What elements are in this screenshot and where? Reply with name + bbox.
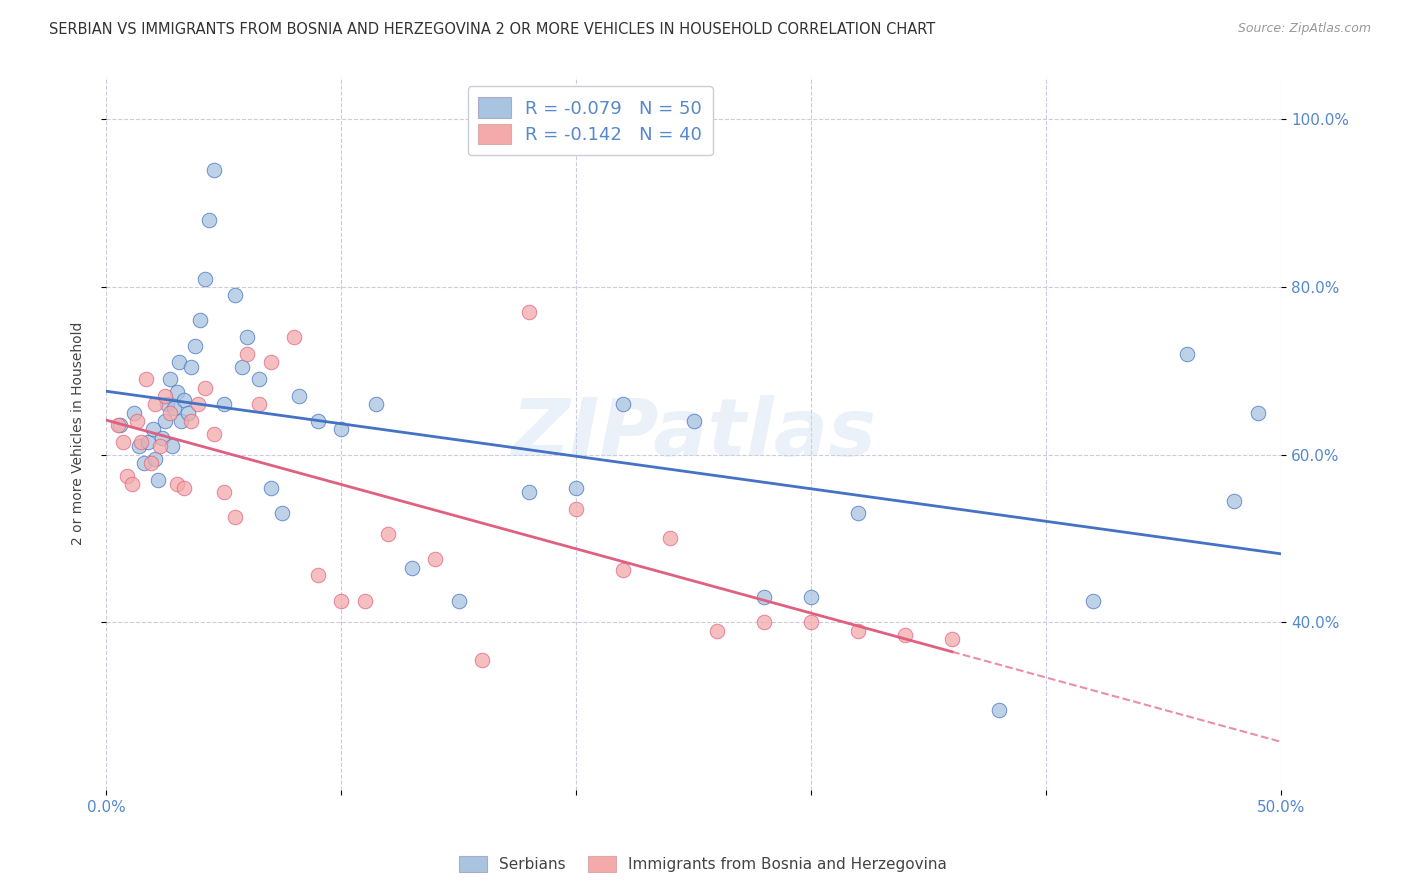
Point: [184, 338, 207, 352]
Point: [247, 372, 270, 386]
Point: [659, 532, 682, 546]
Point: [517, 305, 540, 319]
Point: [152, 431, 174, 445]
Point: [517, 485, 540, 500]
Point: [1175, 347, 1198, 361]
Text: SERBIAN VS IMMIGRANTS FROM BOSNIA AND HERZEGOVINA 2 OR MORE VEHICLES IN HOUSEHOL: SERBIAN VS IMMIGRANTS FROM BOSNIA AND HE…: [49, 22, 935, 37]
Point: [271, 506, 294, 520]
Point: [231, 359, 253, 374]
Point: [307, 568, 329, 582]
Point: [401, 560, 423, 574]
Point: [202, 426, 225, 441]
Point: [471, 653, 494, 667]
Point: [259, 355, 281, 369]
Point: [377, 527, 399, 541]
Point: [330, 594, 353, 608]
Point: [752, 590, 775, 604]
Point: [107, 418, 129, 433]
Point: [187, 397, 209, 411]
Point: [247, 397, 270, 411]
Point: [159, 406, 181, 420]
Point: [163, 401, 186, 416]
Point: [180, 414, 202, 428]
Point: [988, 703, 1011, 717]
Point: [307, 414, 329, 428]
Point: [706, 624, 728, 638]
Point: [941, 632, 963, 646]
Point: [1081, 594, 1104, 608]
Point: [1246, 406, 1268, 420]
Point: [447, 594, 470, 608]
Point: [145, 397, 167, 411]
Point: [846, 624, 869, 638]
Point: [236, 347, 259, 361]
Point: [194, 271, 217, 285]
Point: [159, 372, 181, 386]
Point: [173, 393, 195, 408]
Point: [894, 628, 917, 642]
Point: [846, 506, 869, 520]
Point: [198, 213, 221, 227]
Point: [146, 473, 169, 487]
Point: [121, 477, 143, 491]
Point: [330, 422, 353, 436]
Point: [612, 397, 634, 411]
Legend: R = -0.079   N = 50, R = -0.142   N = 40: R = -0.079 N = 50, R = -0.142 N = 40: [468, 87, 713, 155]
Text: ZIPatlas: ZIPatlas: [512, 394, 876, 473]
Point: [131, 435, 153, 450]
Point: [108, 418, 131, 433]
Point: [180, 359, 202, 374]
Point: [173, 481, 195, 495]
Point: [288, 389, 311, 403]
Y-axis label: 2 or more Vehicles in Household: 2 or more Vehicles in Household: [72, 322, 86, 545]
Point: [188, 313, 211, 327]
Point: [752, 615, 775, 630]
Point: [156, 397, 179, 411]
Point: [160, 439, 183, 453]
Point: [170, 414, 193, 428]
Point: [142, 422, 165, 436]
Point: [153, 389, 176, 403]
Point: [612, 563, 634, 577]
Point: [138, 435, 160, 450]
Point: [167, 355, 190, 369]
Point: [166, 477, 188, 491]
Point: [111, 435, 134, 450]
Point: [125, 414, 148, 428]
Point: [145, 451, 167, 466]
Point: [423, 552, 446, 566]
Point: [682, 414, 704, 428]
Point: [800, 590, 823, 604]
Point: [1223, 493, 1246, 508]
Point: [177, 406, 200, 420]
Point: [128, 439, 150, 453]
Point: [236, 330, 259, 344]
Point: [132, 456, 155, 470]
Point: [135, 372, 157, 386]
Point: [124, 406, 146, 420]
Legend: Serbians, Immigrants from Bosnia and Herzegovina: Serbians, Immigrants from Bosnia and Her…: [451, 848, 955, 880]
Point: [366, 397, 388, 411]
Point: [139, 456, 162, 470]
Point: [212, 397, 235, 411]
Point: [565, 502, 588, 516]
Point: [212, 485, 235, 500]
Point: [194, 380, 217, 394]
Point: [224, 510, 246, 524]
Text: Source: ZipAtlas.com: Source: ZipAtlas.com: [1237, 22, 1371, 36]
Point: [202, 162, 225, 177]
Point: [149, 439, 172, 453]
Point: [153, 414, 176, 428]
Point: [565, 481, 588, 495]
Point: [283, 330, 305, 344]
Point: [259, 481, 281, 495]
Point: [115, 468, 138, 483]
Point: [166, 384, 188, 399]
Point: [224, 288, 246, 302]
Point: [353, 594, 375, 608]
Point: [800, 615, 823, 630]
